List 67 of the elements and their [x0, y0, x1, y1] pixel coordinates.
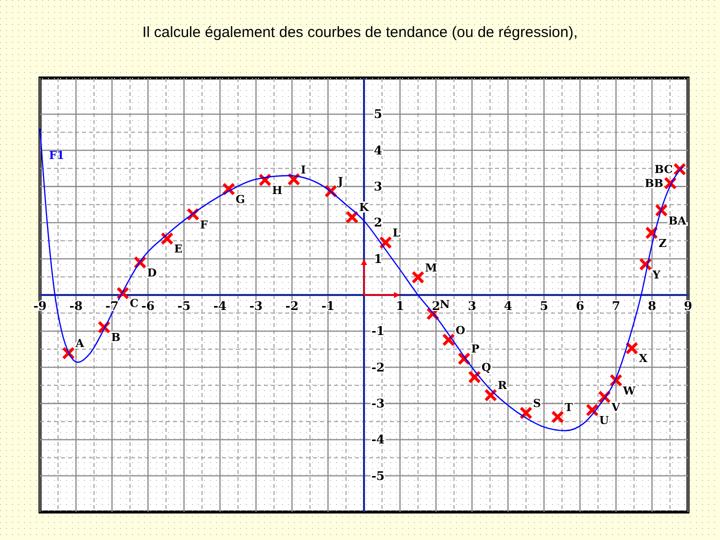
annotation: Y	[652, 268, 661, 282]
y-tick-label: -1	[371, 324, 385, 338]
annotation: G	[236, 193, 246, 206]
x-tick-label: -3	[249, 299, 263, 313]
annotation: T	[564, 400, 574, 414]
annotation: P	[471, 342, 480, 356]
point	[160, 232, 174, 246]
annotation: F	[200, 218, 208, 232]
point	[412, 270, 424, 284]
annotation: B	[111, 331, 120, 344]
annotation: V	[610, 400, 620, 414]
point	[484, 388, 498, 402]
y-tick-label: -3	[371, 396, 385, 410]
annotation: X	[638, 352, 648, 366]
point	[442, 333, 456, 346]
annotation: E	[174, 242, 182, 256]
y-tick-label: 5	[374, 107, 382, 122]
x-tick-label: 2	[432, 299, 440, 313]
annotation: D	[147, 266, 158, 280]
x-tick-label: 5	[540, 299, 548, 313]
point	[468, 370, 482, 384]
x-tick-label: 6	[576, 299, 584, 313]
x-tick-label: -1	[321, 299, 335, 313]
annotation: M	[425, 261, 438, 274]
annotation: O	[456, 324, 466, 337]
point	[586, 404, 599, 417]
x-tick-label: 4	[504, 299, 512, 313]
x-tick-label: 7	[612, 299, 620, 313]
y-tick-label: -4	[371, 432, 385, 447]
y-tick-label: -2	[371, 360, 385, 374]
annotation: R	[498, 379, 508, 392]
x-tick-label: -6	[141, 299, 155, 313]
y-tick-label: 1	[374, 252, 382, 266]
point	[379, 236, 392, 250]
x-tick-label: -2	[285, 299, 299, 313]
annotation: BB	[644, 177, 664, 190]
y-tick-label: -5	[371, 468, 385, 483]
x-tick-label: -4	[213, 299, 227, 313]
point	[222, 182, 236, 196]
annotation: J	[336, 175, 344, 188]
x-tick-label: 3	[468, 299, 476, 313]
annotation: U	[599, 414, 610, 428]
annotation: BC	[654, 163, 673, 176]
point	[654, 204, 668, 217]
series-label: F1	[49, 149, 64, 162]
annotation: C	[130, 297, 139, 310]
annotation: Q	[482, 361, 492, 374]
point	[625, 342, 638, 355]
x-tick-label: 1	[396, 299, 404, 313]
annotation: W	[622, 384, 636, 398]
annotation: L	[392, 226, 401, 240]
annotation: N	[440, 298, 450, 311]
annotation: S	[533, 396, 541, 410]
annotation: I	[300, 163, 306, 176]
point	[551, 410, 564, 424]
x-tick-label: -5	[177, 299, 191, 313]
y-tick-label: 3	[374, 180, 382, 194]
x-tick-label: -8	[69, 299, 83, 313]
annotation: H	[272, 184, 282, 197]
y-tick-label: 2	[374, 216, 382, 230]
annotation: A	[74, 337, 84, 350]
annotation: BA	[668, 214, 687, 228]
y-tick-label: 4	[374, 143, 382, 158]
chart-title: Il calcule également des courbes de tendance (ou de régression),	[142, 24, 578, 41]
point	[346, 210, 359, 224]
annotation: Z	[658, 236, 667, 250]
x-tick-label: 8	[648, 299, 656, 313]
